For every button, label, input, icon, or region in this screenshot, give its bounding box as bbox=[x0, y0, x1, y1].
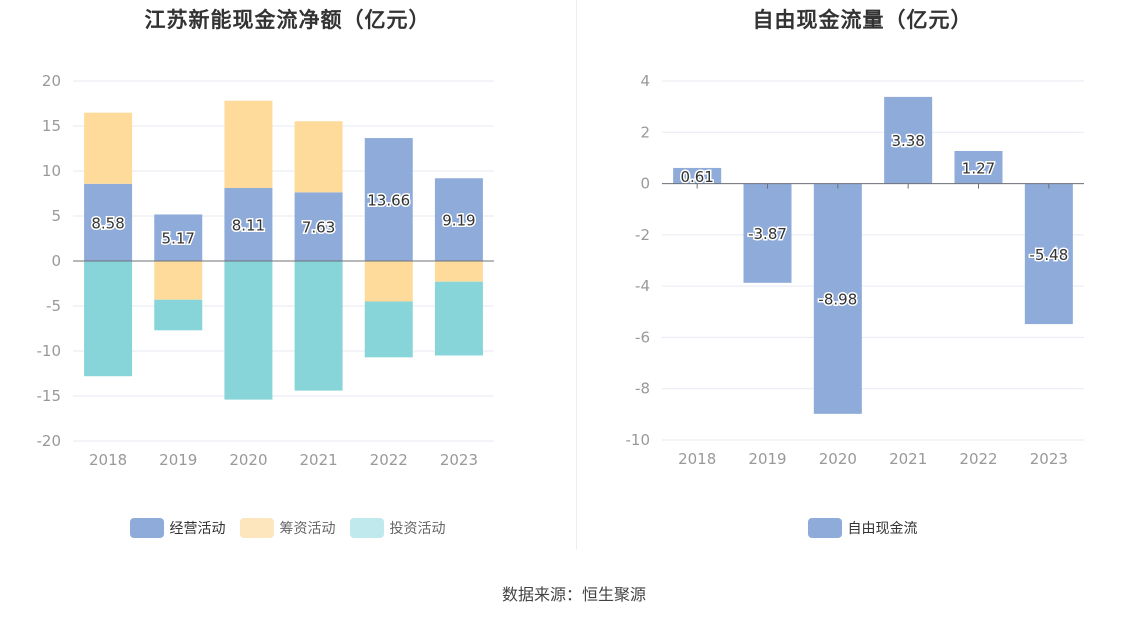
bar bbox=[434, 281, 483, 356]
y-tick-label: 2 bbox=[640, 123, 650, 141]
bar bbox=[154, 299, 203, 331]
y-tick-label: 15 bbox=[42, 117, 61, 135]
bar bbox=[294, 192, 343, 261]
legend-item-financing[interactable]: 筹资活动 bbox=[239, 518, 336, 538]
legend-label: 经营活动 bbox=[169, 521, 226, 537]
free-cashflow-legend: 自由现金流 bbox=[577, 518, 1148, 538]
data-label: 8.11 bbox=[232, 217, 265, 235]
bar bbox=[84, 112, 133, 184]
data-label: 7.63 bbox=[302, 219, 335, 237]
bar bbox=[364, 138, 413, 261]
bar bbox=[364, 261, 413, 302]
legend-swatch bbox=[129, 518, 164, 538]
x-tick-label: 2018 bbox=[89, 451, 127, 469]
bar bbox=[154, 214, 203, 261]
bar bbox=[813, 183, 862, 414]
x-tick-label: 2022 bbox=[959, 450, 997, 468]
chart-title: 江苏新能现金流净额（亿元） bbox=[144, 8, 431, 32]
bar bbox=[294, 261, 343, 391]
y-tick-label: -10 bbox=[37, 342, 62, 360]
x-tick-label: 2019 bbox=[748, 450, 786, 468]
data-label: -8.98 bbox=[818, 291, 857, 309]
bar bbox=[224, 261, 273, 400]
x-tick-label: 2021 bbox=[299, 451, 337, 469]
cashflow-panel: 江苏新能现金流净额（亿元） 20 15 10 5 0 -5 -10 -15 -20 8.58 201… bbox=[0, 0, 575, 560]
y-tick-label: -20 bbox=[37, 432, 62, 450]
legend-item-investing[interactable]: 投资活动 bbox=[349, 518, 446, 538]
y-tick-label: 20 bbox=[42, 72, 61, 90]
data-label: 13.66 bbox=[367, 192, 410, 210]
x-tick-label: 2022 bbox=[370, 451, 408, 469]
data-label: -3.87 bbox=[748, 225, 787, 243]
legend-label: 投资活动 bbox=[389, 521, 446, 537]
y-tick-label: -8 bbox=[635, 380, 650, 398]
legend-swatch bbox=[349, 518, 384, 538]
y-tick-label: -4 bbox=[635, 277, 650, 295]
bar bbox=[434, 178, 483, 261]
bar bbox=[884, 96, 933, 184]
chart-title: 自由现金流量（亿元） bbox=[752, 8, 973, 32]
x-tick-label: 2018 bbox=[678, 450, 716, 468]
bar bbox=[224, 188, 273, 261]
data-label: 9.19 bbox=[442, 212, 475, 230]
free-cashflow-chart: 4 2 0 -2 -4 -6 -8 -10 0.61 2018 -3.87 2019 -8.98 2020… bbox=[626, 72, 1084, 468]
y-tick-label: -5 bbox=[46, 297, 61, 315]
legend-swatch bbox=[807, 518, 842, 538]
y-tick-label: 0 bbox=[640, 175, 650, 193]
data-label: 1.27 bbox=[962, 159, 995, 177]
bar bbox=[154, 261, 203, 300]
data-label: 5.17 bbox=[162, 230, 195, 248]
y-tick-label: 10 bbox=[42, 162, 61, 180]
bar bbox=[1024, 183, 1073, 325]
x-tick-label: 2020 bbox=[819, 450, 857, 468]
data-label: 0.61 bbox=[680, 168, 713, 186]
data-label: 3.38 bbox=[891, 132, 924, 150]
bar bbox=[224, 100, 273, 189]
legend-label: 自由现金流 bbox=[847, 521, 918, 537]
bar bbox=[364, 301, 413, 358]
bar bbox=[743, 183, 792, 283]
bar bbox=[84, 261, 133, 377]
x-tick-label: 2021 bbox=[889, 450, 927, 468]
legend-item-operating[interactable]: 经营活动 bbox=[129, 518, 226, 538]
legend-swatch bbox=[239, 518, 274, 538]
bar bbox=[434, 261, 483, 282]
panel-divider bbox=[576, 0, 577, 550]
x-tick-label: 2020 bbox=[229, 451, 267, 469]
free-cashflow-panel: 自由现金流量（亿元） 4 2 0 -2 -4 -6 -8 -10 0.61 2018 -3.87 20… bbox=[577, 0, 1148, 560]
data-label: 8.58 bbox=[91, 214, 124, 232]
legend-label: 筹资活动 bbox=[279, 521, 336, 537]
x-tick-label: 2019 bbox=[159, 451, 197, 469]
cashflow-chart: 20 15 10 5 0 -5 -10 -15 -20 8.58 2018 5.17 2019 8.11 2… bbox=[37, 72, 494, 469]
y-tick-label: -10 bbox=[626, 431, 651, 449]
y-tick-label: -2 bbox=[635, 226, 650, 244]
data-source: 数据来源：恒生聚源 bbox=[501, 585, 646, 604]
bar bbox=[294, 121, 343, 193]
y-tick-label: 5 bbox=[51, 207, 61, 225]
y-tick-label: 0 bbox=[51, 252, 61, 270]
bar bbox=[673, 167, 722, 184]
y-tick-label: -15 bbox=[37, 387, 62, 405]
bar bbox=[84, 183, 133, 261]
bar bbox=[954, 151, 1003, 184]
x-tick-label: 2023 bbox=[1030, 450, 1068, 468]
data-label: -5.48 bbox=[1029, 246, 1068, 264]
y-tick-label: 4 bbox=[640, 72, 650, 90]
y-tick-label: -6 bbox=[635, 328, 650, 346]
cashflow-legend: 经营活动 筹资活动 投资活动 bbox=[0, 518, 575, 538]
legend-item-free-cash[interactable]: 自由现金流 bbox=[807, 518, 918, 538]
x-tick-label: 2023 bbox=[440, 451, 478, 469]
